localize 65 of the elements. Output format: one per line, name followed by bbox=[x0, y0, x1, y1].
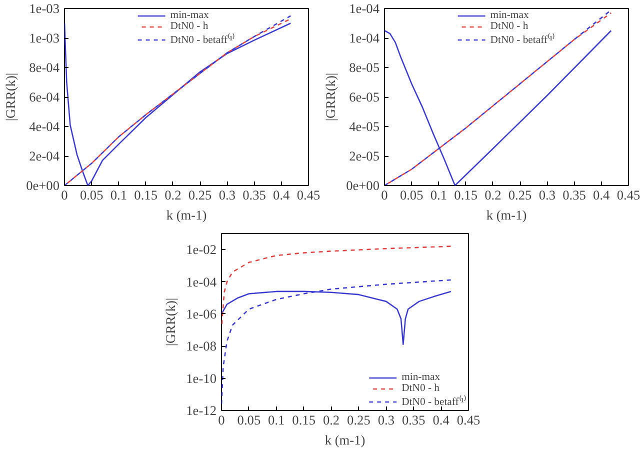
x-tick-label: 0.25 bbox=[508, 188, 532, 202]
x-tick-label: 0.15 bbox=[454, 188, 478, 202]
y-tick-label: 1e-03 bbox=[29, 1, 60, 16]
y-tick-label: 6e-04 bbox=[29, 90, 60, 104]
x-tick-label: 0.15 bbox=[292, 412, 316, 428]
y-tick-label: 1e-06 bbox=[186, 306, 217, 322]
y-tick-label: 1e-10 bbox=[186, 370, 217, 386]
legend-label: DtN0 - betaff⁽¹⁾ bbox=[402, 394, 466, 408]
legend-label: min-max bbox=[170, 10, 209, 21]
x-tick-label: 0.45 bbox=[616, 188, 640, 202]
y-tick-label: 2e-05 bbox=[349, 148, 380, 164]
x-tick-label: 0.1 bbox=[430, 188, 448, 202]
y-tick-label: 2e-04 bbox=[29, 148, 60, 164]
y-tick-label: 1e-04 bbox=[349, 30, 380, 46]
x-tick-label: 0.3 bbox=[538, 188, 556, 202]
y-tick-label: 4e-04 bbox=[29, 119, 60, 134]
legend-label: DtN0 - h bbox=[170, 21, 208, 32]
x-tick-label: 0 bbox=[61, 188, 68, 202]
y-tick-label: 1e-04 bbox=[186, 274, 217, 290]
x-tick-label: 0 bbox=[218, 412, 226, 428]
x-tick-label: 0.05 bbox=[237, 412, 261, 428]
x-tick-label: 0.45 bbox=[456, 412, 480, 428]
x-tick-label: 0.3 bbox=[378, 412, 395, 428]
y-tick-label: 1e-03 bbox=[29, 30, 60, 46]
y-axis-title: |GRR(k)| bbox=[3, 72, 18, 122]
x-tick-label: 0.2 bbox=[484, 188, 502, 202]
y-tick-label: 6e-05 bbox=[349, 90, 380, 104]
x-tick-label: 0.05 bbox=[80, 188, 104, 202]
legend-label: DtN0 - betaff⁽¹⁾ bbox=[490, 32, 555, 46]
y-tick-label: 1e-02 bbox=[186, 242, 217, 258]
y-tick-label: 0e+00 bbox=[346, 178, 380, 193]
y-tick-label: 8e-05 bbox=[349, 60, 380, 75]
x-axis-title: k (m-1) bbox=[166, 208, 207, 222]
x-tick-label: 0.4 bbox=[432, 412, 450, 428]
x-tick-label: 0.3 bbox=[218, 188, 236, 202]
x-tick-label: 0.35 bbox=[242, 188, 266, 202]
x-tick-label: 0.1 bbox=[268, 412, 285, 428]
y-tick-label: 4e-05 bbox=[349, 119, 380, 134]
legend-label: DtN0 - h bbox=[402, 383, 440, 394]
x-tick-label: 0.15 bbox=[134, 188, 158, 202]
x-tick-label: 0 bbox=[381, 188, 388, 202]
x-axis-title: k (m-1) bbox=[486, 208, 527, 222]
x-tick-label: 0.25 bbox=[347, 412, 371, 428]
x-axis-title: k (m-1) bbox=[324, 432, 366, 448]
y-tick-label: 8e-04 bbox=[29, 60, 60, 75]
legend-label: DtN0 - betaff⁽¹⁾ bbox=[170, 32, 235, 46]
y-axis-title: |GRR(k)| bbox=[163, 298, 178, 346]
legend-label: min-max bbox=[402, 372, 440, 383]
x-tick-label: 0.2 bbox=[164, 188, 182, 202]
y-tick-label: 1e-04 bbox=[349, 1, 380, 16]
x-tick-label: 0.1 bbox=[110, 188, 128, 202]
x-tick-label: 0.35 bbox=[402, 412, 426, 428]
legend-label: DtN0 - h bbox=[490, 21, 528, 32]
x-tick-label: 0.4 bbox=[273, 188, 290, 202]
legend-label: min-max bbox=[490, 10, 529, 21]
x-tick-label: 0.45 bbox=[296, 188, 320, 202]
y-tick-label: 1e-08 bbox=[186, 338, 217, 354]
y-tick-label: 0e+00 bbox=[26, 178, 60, 193]
y-axis-title: |GRR(k)| bbox=[323, 72, 338, 122]
x-tick-label: 0.35 bbox=[562, 188, 586, 202]
x-tick-label: 0.05 bbox=[400, 188, 424, 202]
x-tick-label: 0.2 bbox=[322, 412, 340, 428]
x-tick-label: 0.4 bbox=[593, 188, 610, 202]
y-tick-label: 1e-12 bbox=[186, 403, 217, 418]
x-tick-label: 0.25 bbox=[188, 188, 212, 202]
